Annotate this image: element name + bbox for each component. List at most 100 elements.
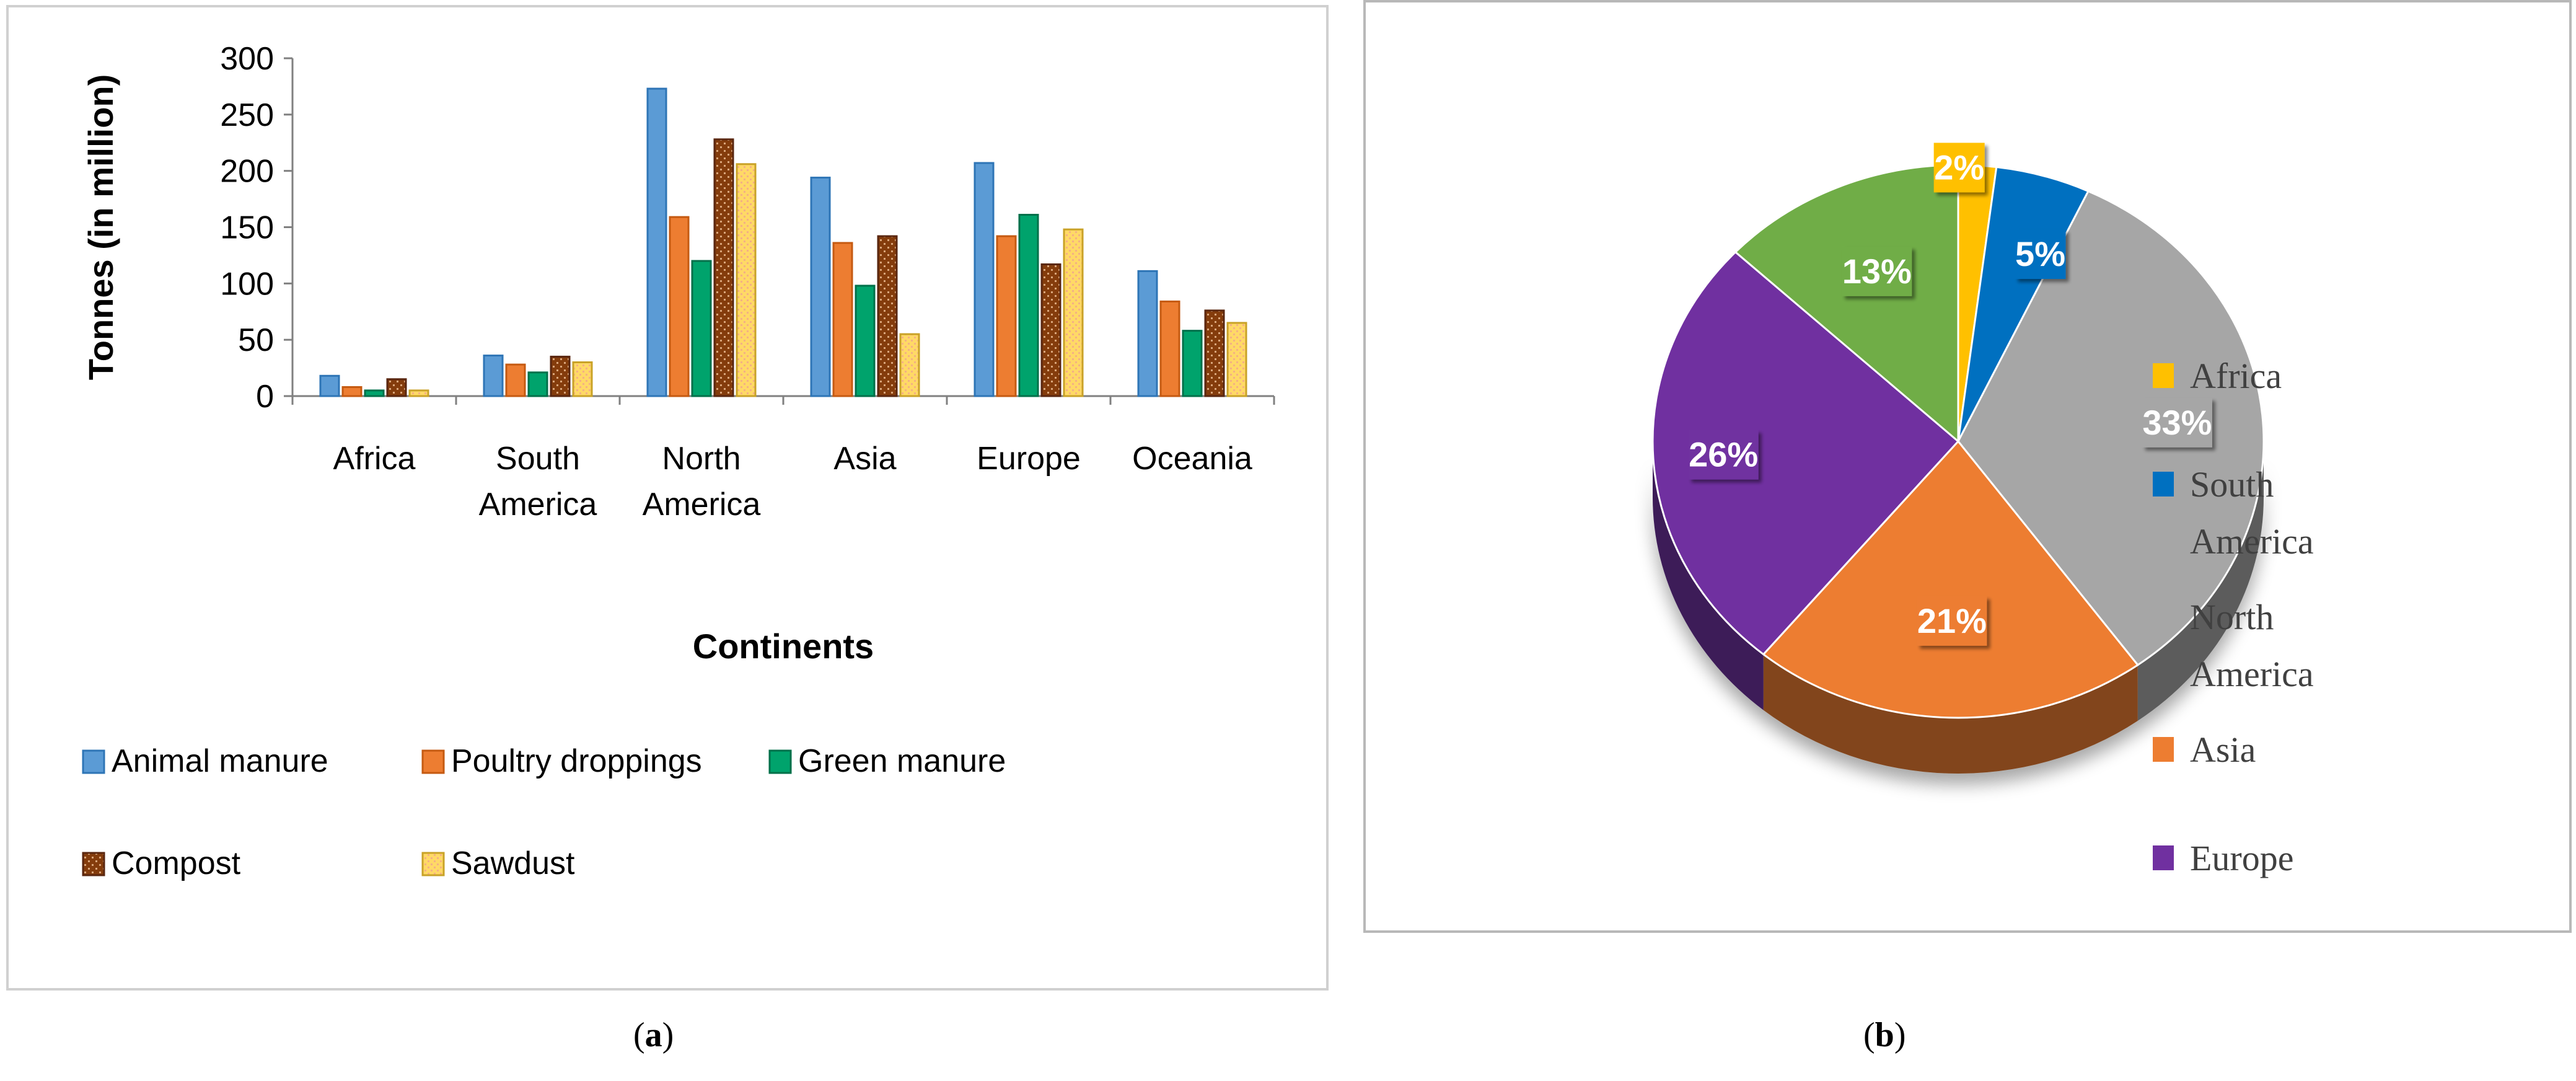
bar-green-manure	[364, 389, 385, 397]
legend-label: Green manure	[798, 743, 1006, 779]
caption-b-letter: b	[1875, 1016, 1894, 1054]
pie-data-label-text: 21%	[1917, 601, 1987, 640]
bar-sawdust	[1226, 322, 1247, 397]
x-tick-label: Africa	[333, 441, 416, 477]
pie-slice-north-america	[1957, 190, 2265, 666]
legend-label: Compost	[112, 845, 241, 881]
legend-label: Animal manure	[112, 743, 328, 779]
legend-swatch	[768, 749, 792, 774]
pie-data-label-box	[1917, 596, 1987, 646]
bar-green-manure	[1018, 214, 1039, 397]
x-tick-label: Asia	[833, 441, 896, 477]
pie-data-label-text: 33%	[2142, 403, 2212, 442]
legend-swatch	[421, 852, 445, 876]
bar-sawdust	[1063, 228, 1084, 397]
legend-swatch	[421, 749, 445, 774]
pie-legend-swatch	[2153, 472, 2174, 496]
legend-label: Poultry droppings	[451, 743, 702, 779]
bar-compost	[713, 138, 734, 397]
pie-data-label-text: 26%	[1689, 435, 1758, 474]
bar-compost	[1204, 309, 1225, 397]
bar-poultry-droppings	[341, 386, 363, 397]
pie-slice-asia	[1762, 439, 2139, 719]
bar-chart-panel: 0 50 100 150 200 250 300 Africa South America Nort…	[6, 5, 1329, 991]
pie-data-label: 26%	[1688, 430, 1759, 480]
legend-label: Sawdust	[451, 845, 575, 881]
legend-swatch	[82, 852, 105, 876]
y-tick-label: 300	[220, 41, 274, 77]
y-tick-label: 0	[256, 379, 274, 415]
bar-animal-manure	[810, 177, 831, 397]
bar-compost	[877, 235, 898, 397]
pie-chart: 2% 5% 33% 21% 26% 13% Africa South America North…	[1651, 143, 2314, 878]
pie-data-label: 21%	[1917, 596, 1987, 646]
pie-data-label-text: 5%	[2015, 234, 2065, 273]
pie-legend-label: Africa	[2190, 356, 2282, 396]
y-tick-label: 200	[220, 154, 274, 190]
bar-animal-manure	[974, 162, 995, 397]
bar-green-manure	[855, 285, 876, 397]
bar-poultry-droppings	[832, 242, 853, 397]
bar-poultry-droppings	[669, 216, 690, 397]
bar-green-manure	[527, 371, 548, 397]
y-axis-title: Tonnes (in million)	[81, 74, 120, 381]
x-tick-label: Europe	[977, 441, 1081, 477]
caption-a-close: )	[662, 1016, 674, 1054]
pie-legend-label: North America	[2190, 597, 2314, 694]
x-tick-label: North America	[643, 441, 761, 523]
bar-poultry-droppings	[1159, 300, 1180, 397]
pie-side-asia	[1763, 654, 2138, 774]
pie-legend-swatch	[2153, 363, 2174, 388]
bar-chart: 0 50 100 150 200 250 300 Africa South America Nort…	[81, 41, 1275, 881]
pie-data-label-text: 13%	[1842, 252, 1912, 291]
bar-animal-manure	[646, 87, 667, 397]
y-tick-label: 250	[220, 97, 274, 133]
pie-legend-swatch	[2153, 737, 2174, 762]
pie-data-label-box	[2142, 397, 2212, 448]
bar-green-manure	[1182, 330, 1203, 397]
bar-sawdust	[572, 361, 593, 397]
bar-poultry-droppings	[505, 363, 526, 397]
pie-data-label-box	[1842, 246, 1912, 296]
panel-a-caption: (a)	[633, 1015, 674, 1055]
caption-b-close: )	[1894, 1016, 1906, 1054]
x-axis-title: Continents	[693, 627, 874, 666]
pie-data-label-box	[1933, 143, 1985, 193]
bar-compost	[386, 378, 407, 397]
pie-data-label: 33%	[2142, 397, 2212, 448]
pie-legend-swatch	[2153, 845, 2174, 870]
pie-data-label-box	[1688, 430, 1759, 480]
y-tick-label: 100	[220, 266, 274, 302]
pie-slice-europe	[1651, 250, 1960, 656]
pie-data-label: 13%	[1842, 246, 1912, 296]
pie-data-label: 2%	[1933, 143, 1985, 193]
pie-data-label-box	[2015, 229, 2066, 280]
x-tick-label: South America	[479, 441, 597, 523]
pie-legend-swatch	[2153, 604, 2174, 629]
pie-legend-label: South America	[2190, 464, 2314, 562]
caption-a-open: (	[633, 1016, 645, 1054]
pie-slice-oceania	[1734, 164, 1959, 444]
legend-swatch	[82, 749, 105, 774]
panel-b-caption: (b)	[1863, 1015, 1906, 1055]
pie-data-label-text: 2%	[1934, 148, 1984, 187]
pie-legend-label: Asia	[2190, 730, 2256, 770]
bar-animal-manure	[1137, 270, 1158, 397]
caption-b-open: (	[1863, 1016, 1875, 1054]
bar-animal-manure	[483, 355, 504, 397]
pie-side-group	[1653, 441, 2264, 774]
pie-data-label: 5%	[2015, 229, 2066, 280]
bar-sawdust	[408, 389, 429, 397]
x-tick-label: Oceania	[1132, 441, 1252, 477]
caption-a-letter: a	[644, 1016, 662, 1054]
y-tick-label: 50	[238, 322, 274, 358]
bar-poultry-droppings	[996, 235, 1017, 397]
bar-animal-manure	[319, 374, 340, 397]
bar-sawdust	[736, 163, 757, 397]
bar-green-manure	[691, 260, 712, 397]
pie-side-europe	[1653, 441, 1764, 710]
y-tick-label: 150	[220, 210, 274, 246]
pie-side-north-america	[2137, 441, 2264, 721]
pie-chart-panel: 2% 5% 33% 21% 26% 13% Africa South America North…	[1363, 0, 2572, 933]
bar-compost	[550, 355, 571, 397]
